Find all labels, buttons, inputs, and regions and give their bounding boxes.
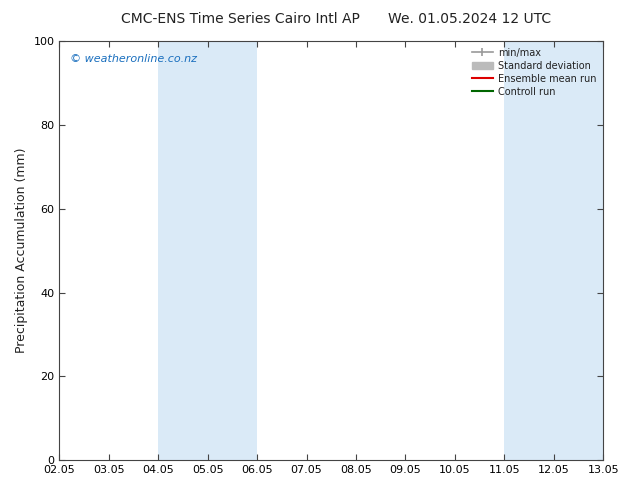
Legend: min/max, Standard deviation, Ensemble mean run, Controll run: min/max, Standard deviation, Ensemble me…: [468, 44, 600, 100]
Bar: [504, 41, 603, 460]
Text: CMC-ENS Time Series Cairo Intl AP: CMC-ENS Time Series Cairo Intl AP: [122, 12, 360, 26]
Y-axis label: Precipitation Accumulation (mm): Precipitation Accumulation (mm): [15, 148, 28, 353]
Bar: [158, 41, 257, 460]
Text: We. 01.05.2024 12 UTC: We. 01.05.2024 12 UTC: [387, 12, 551, 26]
Text: © weatheronline.co.nz: © weatheronline.co.nz: [70, 53, 197, 64]
